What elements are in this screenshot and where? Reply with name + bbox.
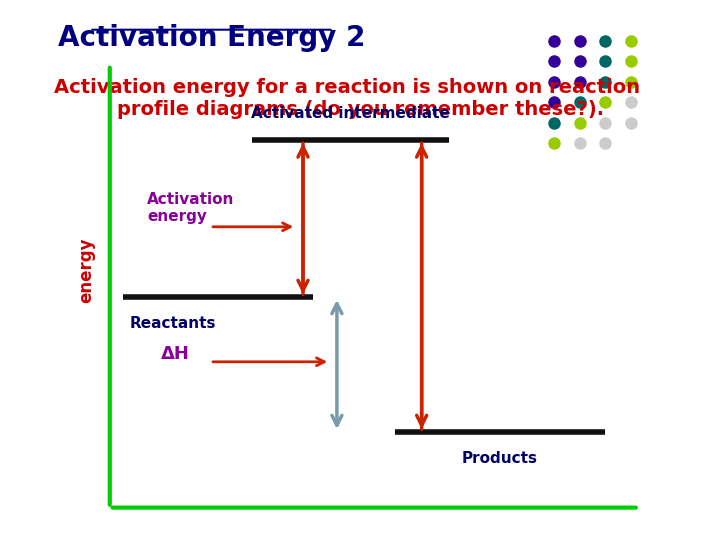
Text: Activated intermediate: Activated intermediate [251, 106, 450, 122]
Text: energy: energy [77, 237, 95, 303]
Text: Reactants: Reactants [130, 316, 217, 331]
Text: Activation Energy 2: Activation Energy 2 [58, 24, 365, 52]
Text: Products: Products [462, 451, 538, 466]
Text: ΔH: ΔH [161, 345, 189, 363]
Text: Activation
energy: Activation energy [147, 192, 235, 224]
Text: Activation energy for a reaction is shown on reaction
    profile diagrams (do y: Activation energy for a reaction is show… [54, 78, 640, 119]
